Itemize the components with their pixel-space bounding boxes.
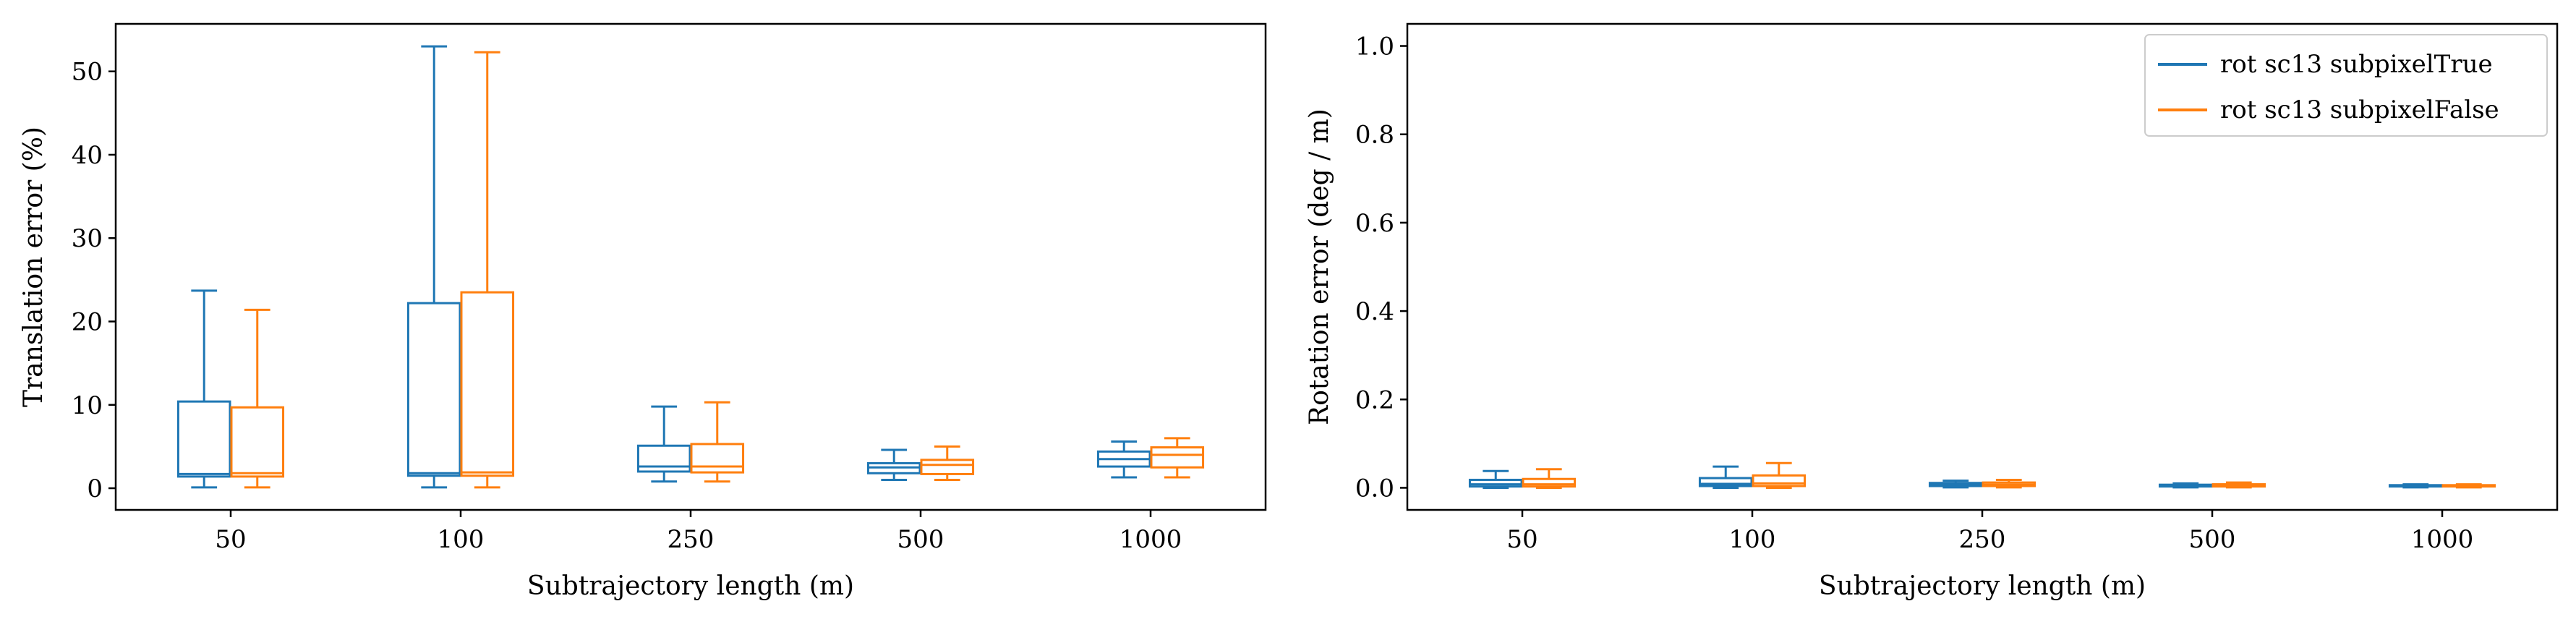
y-tick-label: 0 bbox=[87, 474, 103, 503]
iqr-box bbox=[636, 444, 691, 473]
box-1000-series-0 bbox=[2388, 483, 2443, 489]
box-250-series-0 bbox=[1928, 480, 1983, 489]
y-axis-title: Rotation error (deg / m) bbox=[1305, 108, 1334, 425]
legend-label-subpixel-true: rot sc13 subpixelTrue bbox=[2220, 50, 2493, 79]
box-500-series-1 bbox=[920, 445, 975, 482]
box-marks bbox=[176, 45, 1205, 489]
x-tick-label: 100 bbox=[1729, 525, 1776, 554]
iqr-box bbox=[1468, 478, 1523, 488]
y-tick-label: 0.6 bbox=[1355, 209, 1394, 238]
legend-frame bbox=[2144, 34, 2548, 137]
x-axis-title: Subtrajectory length (m) bbox=[1819, 571, 2146, 601]
plot-area-frame bbox=[114, 22, 1267, 511]
x-axis-title: Subtrajectory length (m) bbox=[527, 571, 854, 601]
box-50-series-1 bbox=[1522, 468, 1577, 489]
x-tick-label: 100 bbox=[438, 525, 485, 554]
x-tick-label: 50 bbox=[1506, 525, 1538, 554]
x-tick-label: 1000 bbox=[1119, 525, 1182, 554]
y-axis-title: Translation error (%) bbox=[19, 127, 48, 407]
iqr-box bbox=[230, 406, 285, 478]
x-ticks: 50 100 250 500 1000 bbox=[215, 510, 1182, 554]
legend: rot sc13 subpixelTrue rot sc13 subpixelF… bbox=[2144, 34, 2548, 137]
box-250-series-0 bbox=[636, 405, 691, 483]
y-tick-label: 0.8 bbox=[1355, 121, 1394, 150]
box-500-series-1 bbox=[2212, 481, 2266, 489]
iqr-box bbox=[1150, 446, 1205, 469]
box-marks bbox=[1468, 461, 2496, 489]
box-1000-series-1 bbox=[2441, 483, 2496, 489]
iqr-box bbox=[460, 291, 515, 477]
y-tick-label: 50 bbox=[72, 58, 103, 87]
box-250-series-1 bbox=[690, 401, 745, 483]
iqr-box bbox=[920, 459, 975, 475]
iqr-box bbox=[1698, 477, 1753, 487]
iqr-box bbox=[1752, 474, 1807, 487]
x-tick-label: 500 bbox=[2189, 525, 2236, 554]
box-50-series-0 bbox=[1468, 469, 1523, 489]
x-tick-label: 50 bbox=[215, 525, 246, 554]
legend-label-subpixel-false: rot sc13 subpixelFalse bbox=[2220, 95, 2499, 124]
iqr-box bbox=[1522, 477, 1577, 488]
x-tick-label: 500 bbox=[897, 525, 944, 554]
y-tick-label: 0.4 bbox=[1355, 297, 1394, 326]
box-100-series-1 bbox=[1752, 461, 1807, 489]
box-500-series-0 bbox=[2158, 482, 2213, 489]
box-50-series-1 bbox=[230, 308, 285, 489]
y-tick-label: 30 bbox=[72, 224, 103, 253]
translation-error-chart: 0 10 20 30 40 50 50 100 250 500 1000 Subtrajector… bbox=[19, 22, 1267, 601]
x-tick-label: 250 bbox=[1959, 525, 2006, 554]
iqr-box bbox=[690, 443, 745, 474]
y-tick-label: 40 bbox=[72, 141, 103, 170]
y-tick-label: 10 bbox=[72, 391, 103, 420]
y-tick-label: 1.0 bbox=[1355, 33, 1394, 61]
x-ticks: 50 100 250 500 1000 bbox=[1506, 510, 2473, 554]
y-tick-label: 0.0 bbox=[1355, 474, 1394, 503]
iqr-box bbox=[176, 400, 231, 478]
box-1000-series-1 bbox=[1150, 437, 1205, 479]
box-100-series-1 bbox=[460, 51, 515, 489]
rotation-error-chart: 0.0 0.2 0.4 0.6 0.8 1.0 50 100 250 500 1000 Subtr… bbox=[1305, 22, 2559, 601]
x-tick-label: 1000 bbox=[2411, 525, 2474, 554]
box-1000-series-0 bbox=[1096, 440, 1151, 479]
y-ticks: 0 10 20 30 40 50 bbox=[72, 58, 116, 503]
box-100-series-0 bbox=[406, 45, 461, 489]
box-250-series-1 bbox=[1982, 478, 2037, 489]
y-tick-label: 0.2 bbox=[1355, 385, 1394, 414]
box-500-series-0 bbox=[866, 448, 921, 482]
box-100-series-0 bbox=[1698, 465, 1753, 489]
x-tick-label: 250 bbox=[668, 525, 715, 554]
y-ticks: 0.0 0.2 0.4 0.6 0.8 1.0 bbox=[1355, 33, 1407, 503]
iqr-box bbox=[406, 302, 461, 477]
box-50-series-0 bbox=[176, 289, 231, 489]
y-tick-label: 20 bbox=[72, 307, 103, 336]
